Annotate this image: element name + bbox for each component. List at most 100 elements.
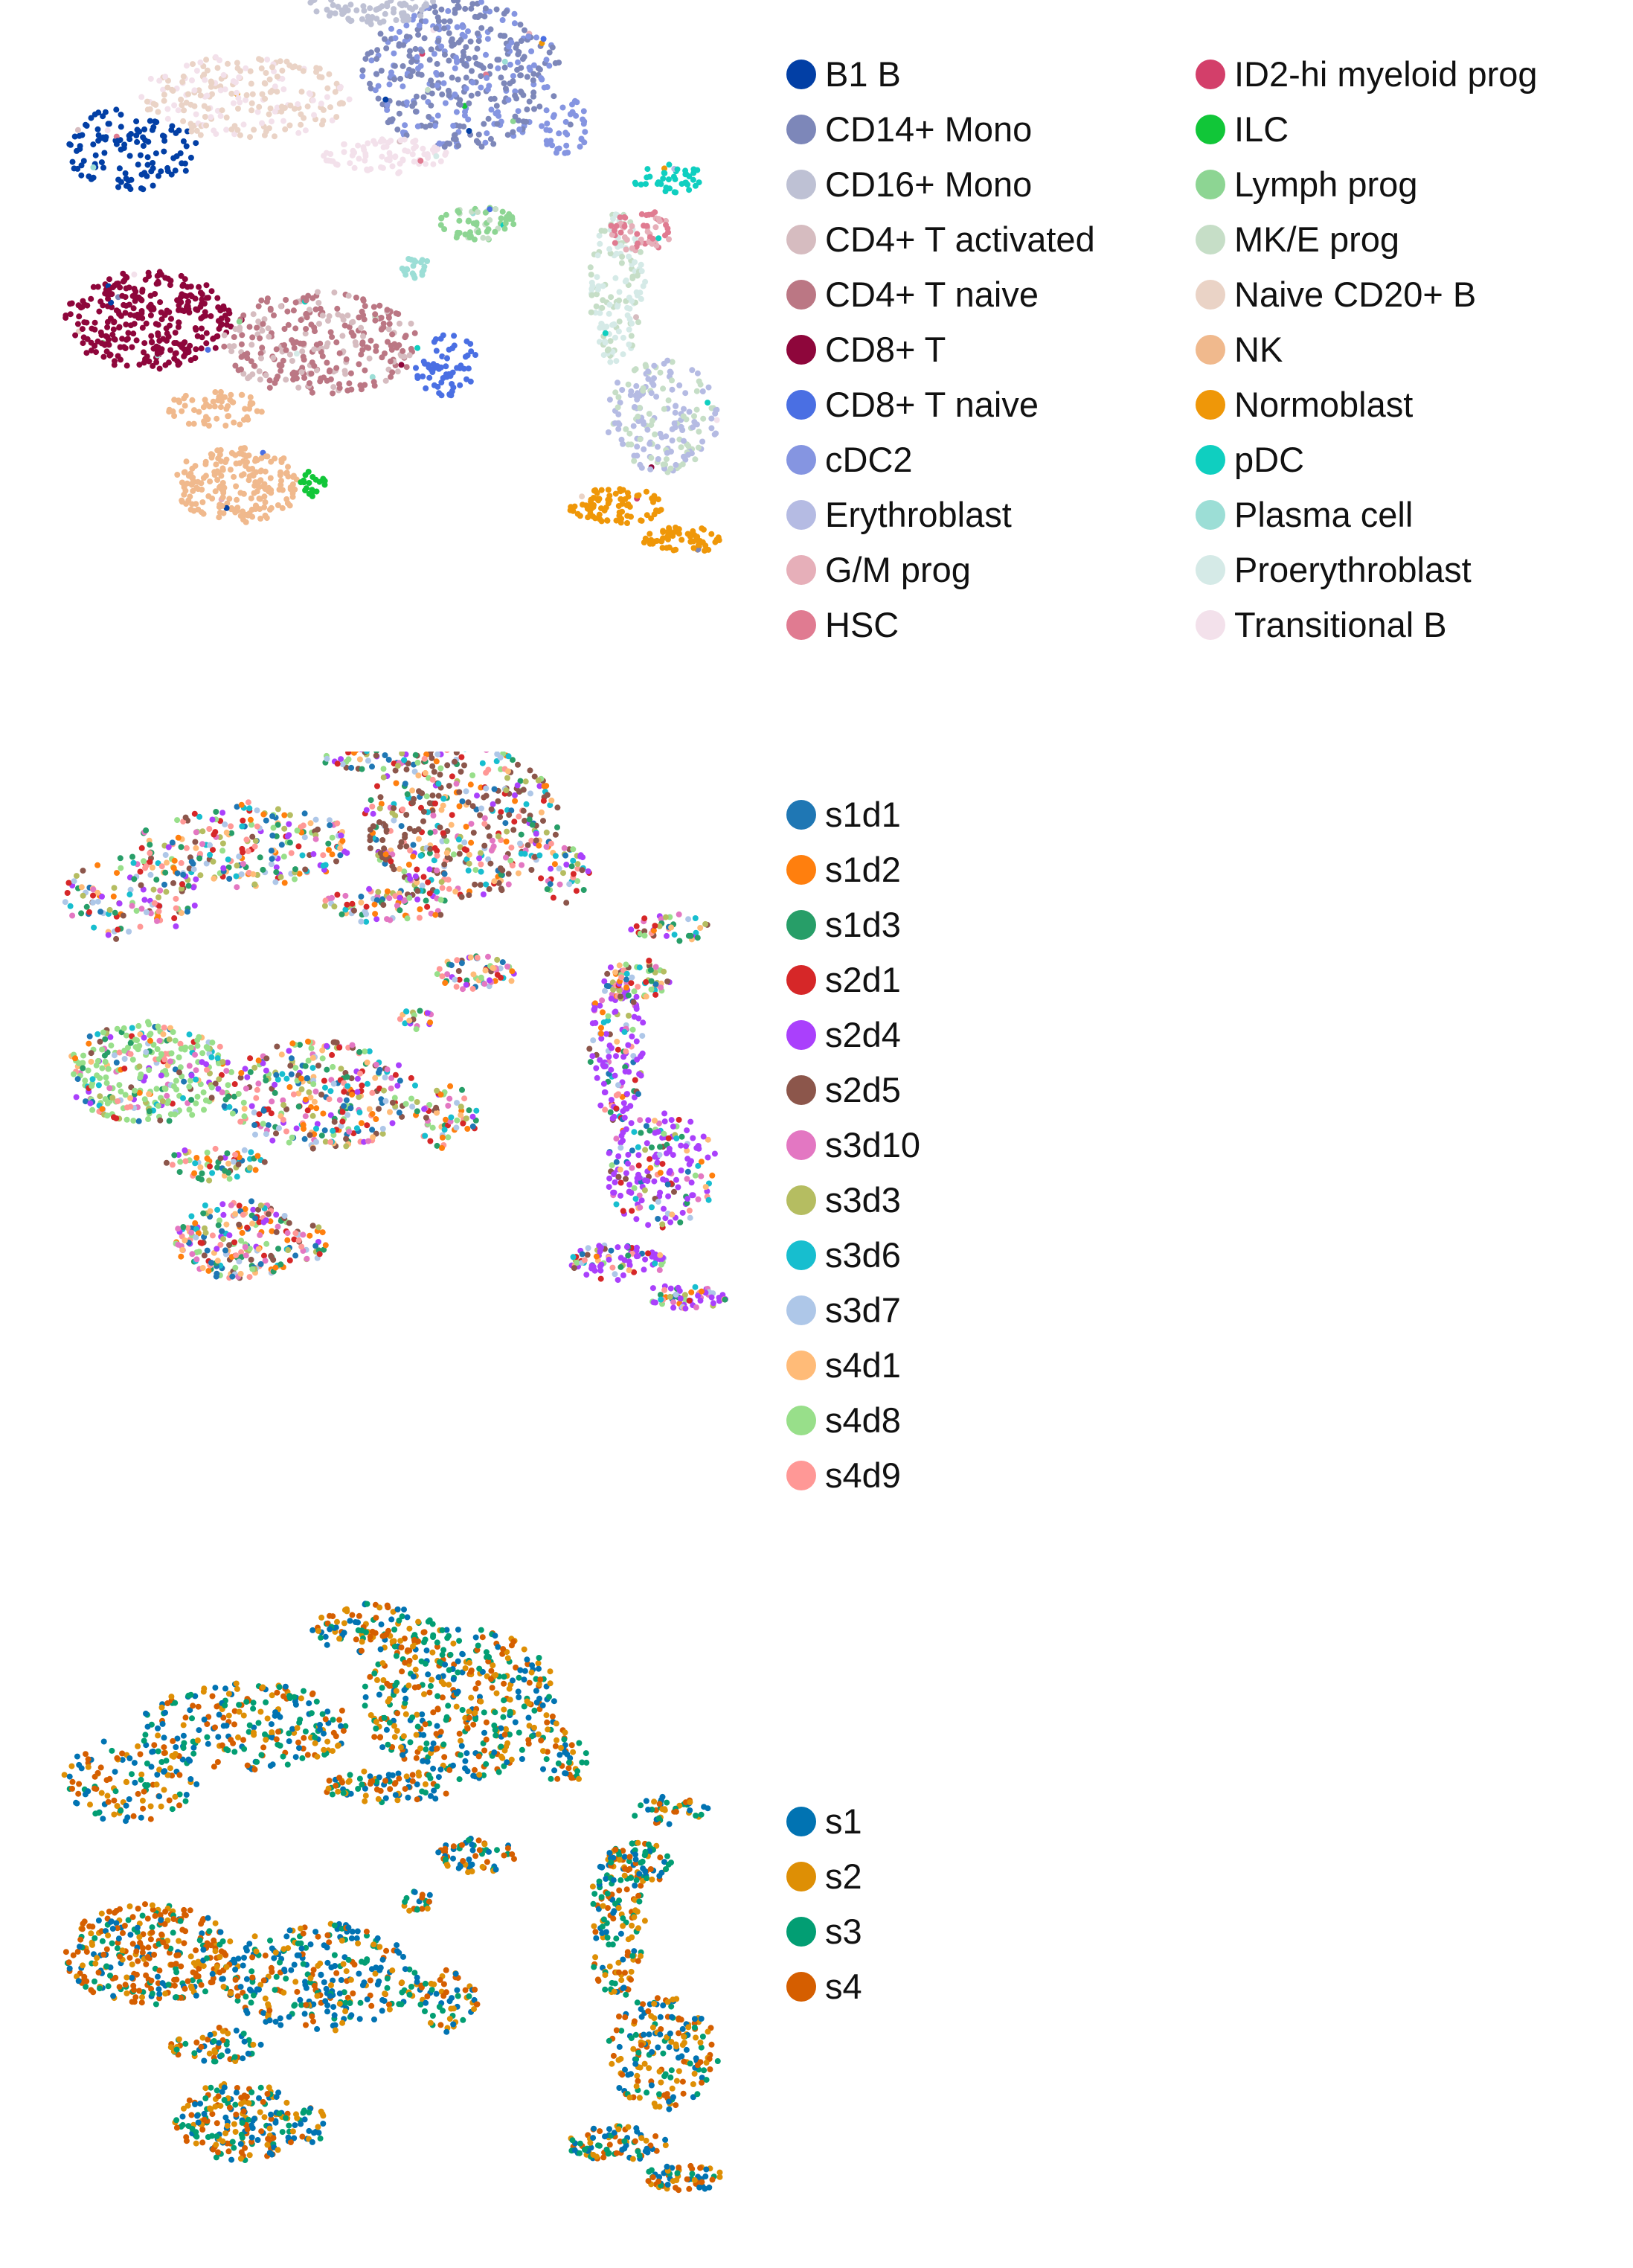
scatter-point xyxy=(404,915,411,922)
scatter-point xyxy=(678,1167,684,1173)
scatter-point xyxy=(216,514,222,521)
scatter-point xyxy=(543,829,550,836)
legend-marker xyxy=(786,335,816,365)
scatter-point xyxy=(260,1121,266,1127)
scatter-point xyxy=(298,1086,305,1092)
scatter-point xyxy=(470,830,477,836)
scatter-point xyxy=(644,426,651,433)
scatter-point xyxy=(185,91,191,97)
scatter-point xyxy=(400,83,406,90)
scatter-point xyxy=(214,415,220,422)
scatter-point xyxy=(618,974,625,981)
scatter-point xyxy=(391,817,397,824)
scatter-point xyxy=(661,1118,668,1125)
scatter-point xyxy=(455,0,461,4)
scatter-point xyxy=(299,852,306,859)
scatter-point xyxy=(188,1213,195,1220)
scatter-point xyxy=(698,1159,705,1165)
scatter-point xyxy=(255,1246,262,1252)
scatter-point xyxy=(601,507,608,514)
scatter-point xyxy=(416,914,423,921)
scatter-point xyxy=(591,1005,598,1011)
scatter-point xyxy=(106,287,112,294)
scatter-point xyxy=(253,1095,260,1101)
scatter-point xyxy=(705,1136,711,1143)
scatter-point xyxy=(479,760,486,766)
scatter-point xyxy=(262,1258,269,1264)
scatter-point xyxy=(441,871,448,877)
scatter-point xyxy=(285,321,292,328)
scatter-point xyxy=(169,123,176,129)
scatter-point xyxy=(648,536,655,543)
scatter-point xyxy=(405,862,412,868)
scatter-point xyxy=(681,453,687,460)
scatter-point xyxy=(211,875,217,882)
scatter-point xyxy=(651,1178,658,1185)
scatter-point xyxy=(498,215,504,222)
scatter-point xyxy=(393,17,400,23)
scatter-point xyxy=(446,92,452,99)
scatter-point xyxy=(273,1130,279,1137)
scatter-point xyxy=(260,1060,266,1066)
scatter-point xyxy=(358,899,365,906)
scatter-point xyxy=(414,373,421,379)
scatter-point xyxy=(439,1134,446,1141)
scatter-point xyxy=(649,240,655,247)
scatter-point xyxy=(396,1109,402,1116)
legend-label: B1 B xyxy=(825,54,901,94)
scatter-point xyxy=(327,104,333,111)
scatter-point xyxy=(477,882,484,888)
scatter-point xyxy=(373,1061,379,1068)
scatter-point xyxy=(463,1115,469,1122)
scatter-point xyxy=(329,1051,336,1058)
scatter-point xyxy=(254,324,260,331)
scatter-point xyxy=(493,103,500,109)
scatter-point xyxy=(126,136,133,143)
scatter-point xyxy=(713,430,719,437)
scatter-point xyxy=(652,431,658,438)
scatter-point xyxy=(438,6,445,13)
scatter-point xyxy=(431,123,438,129)
scatter-point xyxy=(515,51,522,58)
scatter-point xyxy=(192,1220,199,1226)
scatter-point xyxy=(163,888,170,895)
scatter-point xyxy=(94,1031,101,1037)
scatter-point xyxy=(625,992,632,999)
scatter-point xyxy=(469,803,476,810)
scatter-point xyxy=(80,334,87,341)
scatter-point xyxy=(383,45,390,51)
scatter-point xyxy=(661,406,667,412)
scatter-point xyxy=(223,504,230,511)
scatter-point xyxy=(168,315,174,322)
scatter-point xyxy=(251,362,257,369)
scatter-point xyxy=(180,73,187,80)
scatter-point xyxy=(394,368,401,375)
scatter-point xyxy=(669,438,676,443)
scatter-point xyxy=(597,516,603,522)
scatter-point xyxy=(485,766,492,773)
scatter-point xyxy=(88,1050,94,1057)
scatter-point xyxy=(367,827,373,833)
scatter-point xyxy=(174,870,181,877)
scatter-point xyxy=(695,1162,702,1169)
scatter-point xyxy=(641,446,647,452)
scatter-point xyxy=(118,865,124,871)
scatter-point xyxy=(199,499,206,505)
scatter-point xyxy=(216,504,222,510)
scatter-point xyxy=(635,1091,641,1098)
scatter-point xyxy=(615,1173,622,1180)
scatter-point xyxy=(231,1093,237,1100)
scatter-point xyxy=(306,1089,312,1095)
scatter-point xyxy=(159,1098,166,1104)
scatter-point xyxy=(228,830,235,836)
scatter-point xyxy=(505,97,512,103)
scatter-point xyxy=(419,882,426,889)
scatter-point xyxy=(309,1223,316,1229)
scatter-point xyxy=(219,1201,226,1208)
scatter-point xyxy=(550,114,556,121)
scatter-point xyxy=(176,302,182,309)
scatter-point xyxy=(415,826,422,833)
scatter-point xyxy=(263,70,269,76)
scatter-point xyxy=(709,1172,716,1179)
scatter-point xyxy=(74,165,81,172)
